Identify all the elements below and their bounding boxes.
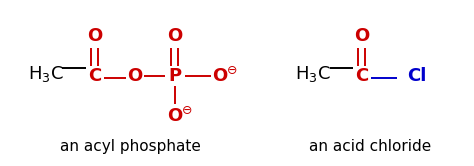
- Text: an acyl phosphate: an acyl phosphate: [60, 139, 201, 154]
- Text: Cl: Cl: [407, 67, 427, 85]
- Text: $\ominus$: $\ominus$: [182, 103, 192, 117]
- Text: O: O: [167, 27, 182, 45]
- Text: P: P: [168, 67, 182, 85]
- Text: O: O: [355, 27, 370, 45]
- Text: $\rm H_3C$: $\rm H_3C$: [28, 64, 64, 84]
- Text: O: O: [212, 67, 228, 85]
- Text: O: O: [128, 67, 143, 85]
- Text: C: C: [356, 67, 369, 85]
- Text: $\rm H_3C$: $\rm H_3C$: [295, 64, 331, 84]
- Text: an acid chloride: an acid chloride: [309, 139, 431, 154]
- Text: $\ominus$: $\ominus$: [227, 64, 237, 77]
- Text: O: O: [167, 107, 182, 125]
- Text: C: C: [88, 67, 101, 85]
- Text: O: O: [87, 27, 103, 45]
